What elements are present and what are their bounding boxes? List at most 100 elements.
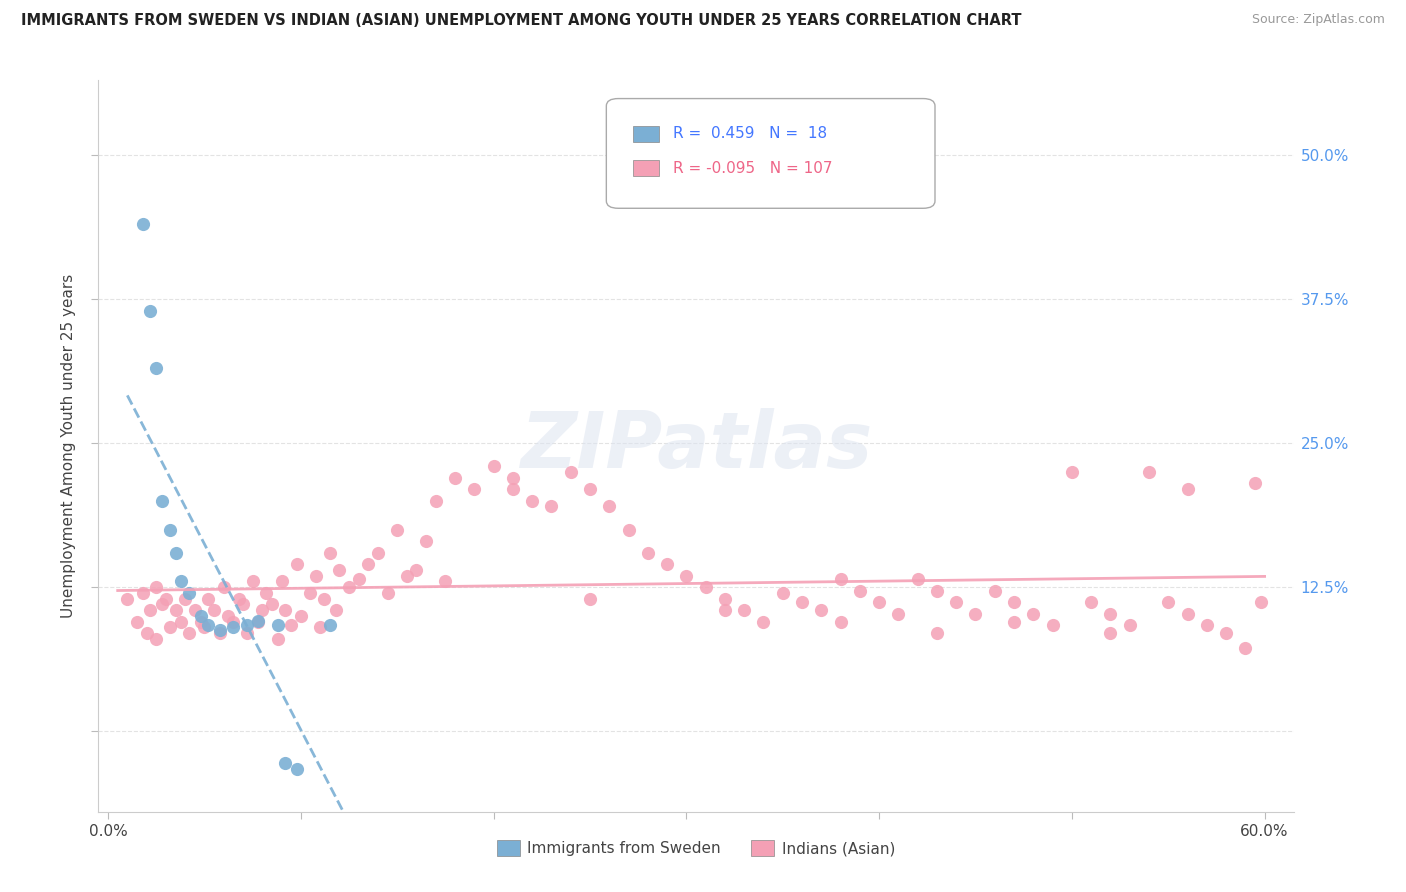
Point	[260, 598, 283, 612]
Point	[425, 493, 447, 508]
Point	[208, 623, 231, 637]
Point	[274, 756, 297, 771]
Point	[1099, 626, 1122, 640]
Point	[150, 598, 173, 612]
Point	[117, 591, 139, 606]
Point	[247, 614, 270, 628]
Point	[190, 615, 212, 629]
Point	[377, 586, 399, 600]
Point	[1195, 618, 1218, 632]
Point	[228, 591, 250, 606]
Point	[139, 303, 162, 318]
Point	[184, 603, 207, 617]
Point	[385, 523, 409, 537]
Point	[637, 545, 659, 559]
Point	[965, 607, 987, 621]
Point	[337, 580, 360, 594]
Point	[285, 557, 308, 571]
Point	[135, 626, 157, 640]
Point	[309, 620, 332, 634]
Point	[132, 217, 155, 231]
Point	[1177, 482, 1199, 496]
Point	[274, 603, 297, 617]
Point	[907, 572, 929, 586]
Point	[267, 632, 290, 646]
Point	[675, 568, 697, 582]
Point	[810, 603, 832, 617]
Point	[714, 603, 737, 617]
Point	[655, 557, 678, 571]
Point	[125, 615, 148, 629]
Point	[695, 580, 717, 594]
Point	[1234, 641, 1257, 656]
Point	[190, 608, 212, 623]
Point	[285, 762, 308, 776]
Point	[1060, 465, 1083, 479]
Point	[1022, 607, 1045, 621]
Point	[579, 591, 602, 606]
Point	[242, 574, 264, 589]
FancyBboxPatch shape	[606, 99, 935, 209]
Point	[945, 595, 967, 609]
Point	[790, 595, 813, 609]
Point	[197, 591, 219, 606]
Point	[280, 618, 302, 632]
Text: IMMIGRANTS FROM SWEDEN VS INDIAN (ASIAN) UNEMPLOYMENT AMONG YOUTH UNDER 25 YEARS: IMMIGRANTS FROM SWEDEN VS INDIAN (ASIAN)…	[21, 13, 1022, 29]
Point	[1244, 476, 1267, 491]
Point	[319, 618, 342, 632]
Point	[145, 632, 167, 646]
Point	[252, 603, 274, 617]
Point	[444, 471, 467, 485]
Point	[1042, 618, 1064, 632]
Point	[617, 523, 640, 537]
Point	[1002, 615, 1025, 629]
Point	[236, 626, 259, 640]
Point	[170, 574, 193, 589]
Point	[434, 574, 457, 589]
Point	[925, 626, 948, 640]
Point	[849, 583, 872, 598]
Point	[222, 615, 245, 629]
Point	[236, 618, 259, 632]
Point	[267, 618, 290, 632]
Point	[299, 586, 322, 600]
Point	[502, 482, 524, 496]
Point	[305, 568, 328, 582]
Point	[212, 580, 235, 594]
Point	[415, 534, 437, 549]
Point	[1099, 607, 1122, 621]
Point	[132, 586, 155, 600]
Point	[357, 557, 380, 571]
Point	[733, 603, 755, 617]
Point	[197, 618, 219, 632]
Point	[367, 545, 389, 559]
Point	[150, 493, 173, 508]
Point	[145, 580, 167, 594]
Point	[868, 595, 890, 609]
Text: Source: ZipAtlas.com: Source: ZipAtlas.com	[1251, 13, 1385, 27]
Point	[312, 591, 335, 606]
Point	[482, 459, 505, 474]
Point	[347, 572, 370, 586]
Point	[325, 603, 347, 617]
Point	[1177, 607, 1199, 621]
Point	[772, 586, 794, 600]
Point	[1137, 465, 1160, 479]
Point	[1215, 626, 1237, 640]
Point	[830, 615, 852, 629]
Point	[319, 545, 342, 559]
Point	[155, 591, 177, 606]
Text: ZIPatlas: ZIPatlas	[520, 408, 872, 484]
Point	[405, 563, 427, 577]
Point	[887, 607, 910, 621]
Point	[714, 591, 737, 606]
Text: R =  0.459   N =  18: R = 0.459 N = 18	[673, 126, 827, 141]
Point	[328, 563, 350, 577]
FancyBboxPatch shape	[633, 160, 659, 176]
Point	[1080, 595, 1102, 609]
Point	[925, 583, 948, 598]
Point	[202, 603, 225, 617]
Point	[170, 615, 193, 629]
Point	[139, 603, 162, 617]
Point	[165, 603, 187, 617]
